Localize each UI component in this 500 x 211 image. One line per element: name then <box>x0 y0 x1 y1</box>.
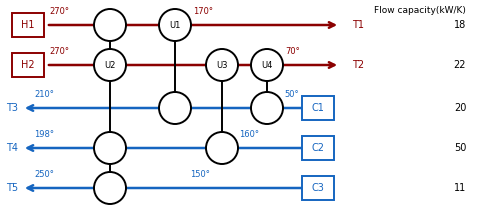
Text: 160°: 160° <box>239 130 259 139</box>
Text: 22: 22 <box>454 60 466 70</box>
Text: T4: T4 <box>6 143 18 153</box>
Text: 150°: 150° <box>190 170 210 179</box>
Circle shape <box>206 132 238 164</box>
Text: T2: T2 <box>352 60 364 70</box>
Text: 250°: 250° <box>34 170 54 179</box>
Text: 270°: 270° <box>49 47 69 56</box>
Text: 20: 20 <box>454 103 466 113</box>
Text: 11: 11 <box>454 183 466 193</box>
Text: 70°: 70° <box>285 47 300 56</box>
Text: H1: H1 <box>21 20 35 30</box>
Text: C3: C3 <box>312 183 324 193</box>
Bar <box>12 53 44 77</box>
Text: U2: U2 <box>104 61 116 69</box>
Circle shape <box>206 49 238 81</box>
Circle shape <box>94 172 126 204</box>
Bar <box>302 176 334 200</box>
Text: 270°: 270° <box>49 7 69 16</box>
Text: U4: U4 <box>262 61 272 69</box>
Bar <box>302 96 334 120</box>
Circle shape <box>94 49 126 81</box>
Text: U1: U1 <box>170 20 180 30</box>
Circle shape <box>251 49 283 81</box>
Circle shape <box>94 132 126 164</box>
Circle shape <box>94 9 126 41</box>
Text: 50°: 50° <box>284 90 298 99</box>
Text: 210°: 210° <box>34 90 54 99</box>
Text: C2: C2 <box>312 143 324 153</box>
Bar <box>302 136 334 160</box>
Circle shape <box>159 9 191 41</box>
Text: 50: 50 <box>454 143 466 153</box>
Text: 198°: 198° <box>34 130 54 139</box>
Text: T5: T5 <box>6 183 18 193</box>
Bar <box>12 13 44 37</box>
Circle shape <box>159 92 191 124</box>
Text: H2: H2 <box>21 60 35 70</box>
Text: C1: C1 <box>312 103 324 113</box>
Text: U3: U3 <box>216 61 228 69</box>
Circle shape <box>251 92 283 124</box>
Text: T3: T3 <box>6 103 18 113</box>
Text: Flow capacity(kW/K): Flow capacity(kW/K) <box>374 6 466 15</box>
Text: 18: 18 <box>454 20 466 30</box>
Text: T1: T1 <box>352 20 364 30</box>
Text: 170°: 170° <box>193 7 213 16</box>
